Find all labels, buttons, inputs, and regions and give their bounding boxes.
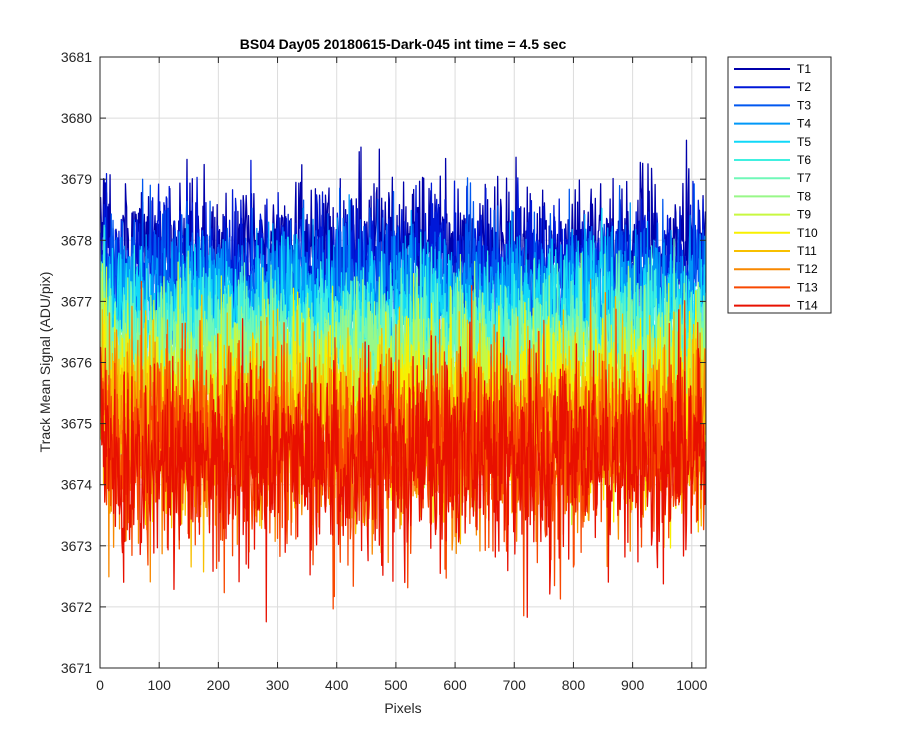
y-tick-label: 3681 (61, 49, 92, 65)
legend-label-t10: T10 (797, 226, 818, 240)
legend-label-t9: T9 (797, 208, 811, 222)
y-tick-label: 3672 (61, 599, 92, 615)
legend-label-t12: T12 (797, 262, 818, 276)
legend-label-t7: T7 (797, 171, 811, 185)
legend-label-t8: T8 (797, 189, 811, 203)
y-axis-label: Track Mean Signal (ADU/pix) (37, 272, 53, 453)
y-tick-label: 3676 (61, 355, 92, 371)
legend: T1 T2 T3 T4 T5 T6 T7 T8 T9 T10 T11 T12 T13 T14 (727, 56, 832, 314)
x-tick-label: 200 (207, 677, 231, 693)
legend-label-t4: T4 (797, 117, 811, 131)
legend-box (727, 56, 832, 314)
legend-label-t1: T1 (797, 62, 811, 76)
series-line-t14 (100, 309, 706, 623)
x-tick-label: 900 (621, 677, 645, 693)
x-tick-label: 800 (562, 677, 586, 693)
y-tick-label: 3678 (61, 232, 92, 248)
x-tick-label: 400 (325, 677, 349, 693)
x-tick-label: 1000 (676, 677, 707, 693)
ticks: 0 100 200 300 400 500 600 700 800 900 1000 3671 3672… (61, 49, 708, 693)
y-tick-label: 3680 (61, 110, 92, 126)
x-tick-label: 500 (384, 677, 408, 693)
x-tick-label: 700 (503, 677, 527, 693)
legend-label-t11: T11 (797, 244, 817, 258)
x-axis-label: Pixels (384, 700, 421, 716)
x-tick-label: 600 (443, 677, 467, 693)
y-tick-label: 3679 (61, 171, 92, 187)
y-tick-label: 3674 (61, 477, 92, 493)
legend-label-t14: T14 (797, 299, 818, 313)
legend-label-t6: T6 (797, 153, 811, 167)
y-tick-label: 3673 (61, 538, 92, 554)
chart-title: BS04 Day05 20180615-Dark-045 int time = … (240, 36, 567, 52)
legend-label-t3: T3 (797, 98, 811, 112)
y-tick-label: 3675 (61, 416, 92, 432)
legend-label-t13: T13 (797, 280, 818, 294)
x-tick-label: 300 (266, 677, 290, 693)
series-layer (100, 139, 706, 623)
y-tick-label: 3671 (61, 660, 92, 676)
legend-label-t2: T2 (797, 80, 811, 94)
x-tick-label: 100 (148, 677, 172, 693)
x-tick-label: 0 (96, 677, 104, 693)
y-tick-label: 3677 (61, 293, 92, 309)
legend-label-t5: T5 (797, 135, 811, 149)
